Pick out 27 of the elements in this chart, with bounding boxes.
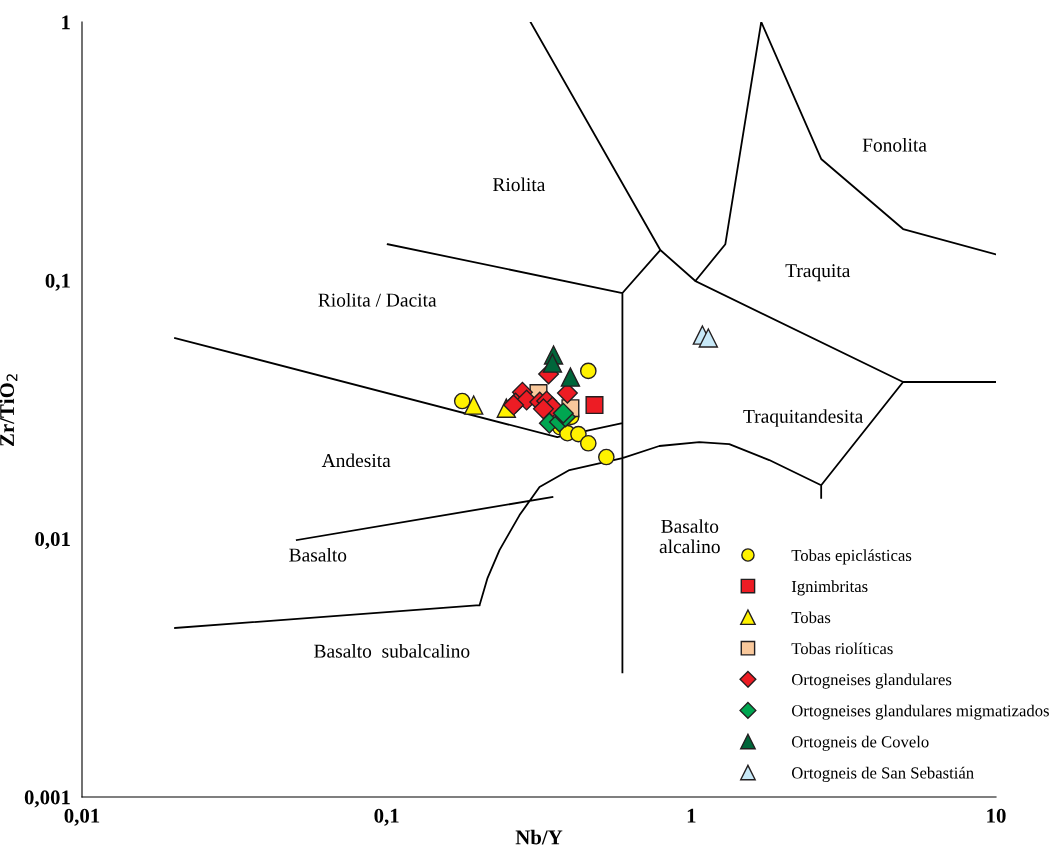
y-axis-title: Zr/TiO$_{2}$ (0, 374, 18, 446)
legend-label: Tobas (791, 611, 831, 624)
legend-label: Ortogneis de Covelo (791, 735, 929, 751)
annotation: Riolita / Dacita (318, 292, 437, 307)
legend-label: Ortogneises glandulares migmatizados (791, 704, 1049, 720)
legend-label: Tobas riolíticas (791, 642, 893, 655)
annotation: Basalto subalcalino (314, 644, 470, 658)
y-tick-label: 1 (62, 15, 70, 30)
annotation: Basalto (289, 547, 347, 562)
annotation: Basalto alcalino (659, 519, 720, 554)
x-tick-label: 0,01 (64, 808, 100, 826)
x-tick-label: 10 (987, 808, 1006, 823)
annotation: Riolita (492, 177, 546, 192)
x-tick-label: 1 (687, 808, 696, 823)
annotation: Andesita (321, 453, 391, 468)
legend-label: Ortogneises glandulares (791, 673, 952, 689)
y-tick-label: 0,01 (35, 532, 70, 550)
annotation: Fonolita (862, 137, 927, 152)
annotation: Traquita (785, 264, 851, 282)
annotation: Traquitandesita (743, 409, 864, 427)
x-tick-label: 0,1 (374, 808, 399, 826)
x-axis-title: Nb/Y (515, 829, 563, 845)
legend-label: Ortogneis de San Sebastián (791, 766, 974, 782)
legend-label: Tobas epiclásticas (791, 549, 912, 565)
y-tick-label: 0,001 (24, 790, 70, 808)
y-tick-label: 0,1 (45, 273, 70, 291)
legend-label: Ignimbritas (791, 580, 868, 596)
